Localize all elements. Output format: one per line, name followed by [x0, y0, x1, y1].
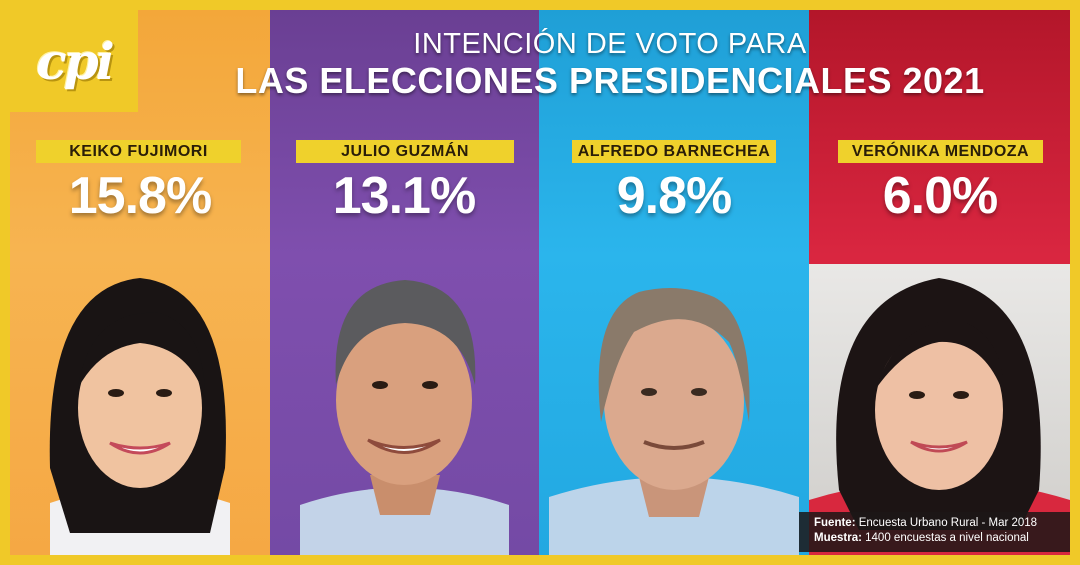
source-label: Fuente: — [814, 517, 856, 529]
candidate-name-label: JULIO GUZMÁN — [296, 140, 514, 163]
candidate-name-label: VERÓNIKA MENDOZA — [838, 140, 1043, 163]
sample-text: 1400 encuestas a nivel nacional — [865, 532, 1029, 544]
source-text: Encuesta Urbano Rural - Mar 2018 — [858, 517, 1038, 529]
sample-label: Muestra: — [814, 532, 862, 544]
cpi-logo-icon: cpi — [36, 31, 114, 91]
title-line-2: LAS ELECCIONES PRESIDENCIALES 2021 — [235, 60, 985, 101]
candidate-name-label: KEIKO FUJIMORI — [36, 140, 241, 163]
source-line: Fuente: Encuesta Urbano Rural - Mar 2018 — [814, 516, 1070, 531]
sample-line: Muestra: 1400 encuestas a nivel nacional — [814, 531, 1070, 546]
candidate-photo-fujimori — [49, 278, 230, 555]
vote-percentage: 9.8% — [616, 167, 733, 225]
vote-percentage: 15.8% — [68, 167, 212, 225]
candidate-photo-guzman — [300, 280, 509, 555]
vote-percentage: 13.1% — [332, 167, 476, 225]
vote-percentage: 6.0% — [882, 167, 999, 225]
title-line-1: INTENCIÓN DE VOTO PARA — [413, 28, 807, 60]
candidate-name-label: ALFREDO BARNECHEA — [572, 140, 776, 163]
candidate-photo-barnechea — [549, 288, 799, 555]
source-note: Fuente: Encuesta Urbano Rural - Mar 2018… — [799, 512, 1070, 552]
logo: cpi — [10, 10, 138, 112]
